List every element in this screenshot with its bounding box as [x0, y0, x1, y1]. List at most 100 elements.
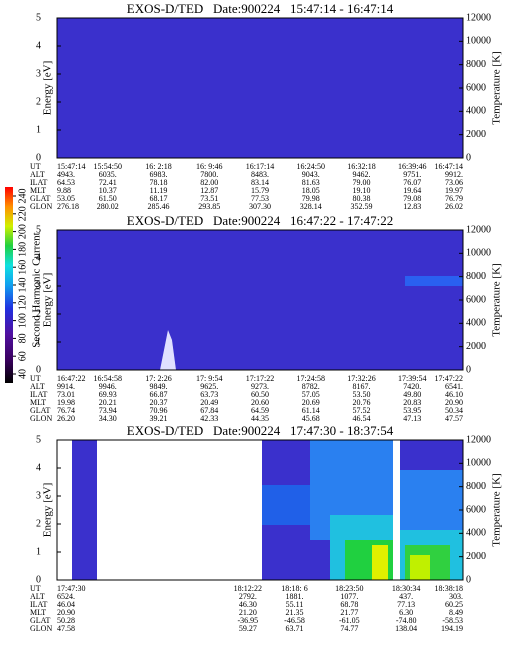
table-cell: 70.96: [150, 406, 168, 415]
row-label: GLAT: [30, 194, 51, 203]
table-cell: 76.74: [57, 406, 75, 415]
table-cell: 53.50: [353, 390, 371, 399]
table-cell: 1077.: [340, 592, 358, 601]
table-cell: 80.38: [353, 194, 371, 203]
table-cell: 20.69: [302, 398, 320, 407]
table-cell: 39.21: [150, 414, 168, 423]
table-cell: -61.05: [339, 616, 360, 625]
table-cell: 11.19: [150, 186, 168, 195]
chart-title: EXOS-D/TED Date:900224 16:47:22 - 17:47:…: [127, 213, 393, 228]
table-cell: 15:47:14: [57, 162, 85, 171]
table-cell: 72.41: [99, 178, 117, 187]
table-cell: 16: 2:18: [145, 162, 171, 171]
table-cell: 307.30: [249, 202, 271, 211]
table-cell: 16:47:22: [57, 374, 85, 383]
table-cell: 67.84: [200, 406, 218, 415]
colorbar-tick-label: 220: [17, 206, 28, 221]
table-cell: 9043.: [302, 170, 320, 179]
table-cell: 12.83: [403, 202, 421, 211]
table-cell: 9914.: [57, 382, 75, 391]
y-tick-label: 5: [36, 224, 41, 235]
table-cell: 55.11: [286, 600, 304, 609]
table-cell: 328.14: [300, 202, 322, 211]
table-cell: 285.46: [148, 202, 170, 211]
colorbar-tick-label: 100: [17, 313, 28, 328]
table-cell: 46.10: [445, 390, 463, 399]
table-cell: 20.83: [403, 398, 421, 407]
row-label: UT: [30, 374, 41, 383]
table-cell: 46.54: [353, 414, 371, 423]
table-cell: 276.18: [57, 202, 79, 211]
y2-axis-label: Temperature [K]: [491, 263, 503, 336]
table-cell: 20.60: [251, 398, 269, 407]
colorbar-tick-label: 140: [17, 278, 28, 293]
row-label: GLAT: [30, 406, 51, 415]
table-cell: 19.10: [353, 186, 371, 195]
table-cell: 60.50: [251, 390, 269, 399]
y-tick-label: 2: [36, 96, 41, 107]
y2-tick-label: 12000: [466, 434, 491, 445]
colorbar-label: Second Harmonic Current: [31, 232, 43, 347]
y2-tick-label: 12000: [466, 12, 491, 23]
table-cell: 16:39:46: [398, 162, 426, 171]
table-cell: 74.77: [340, 624, 358, 633]
table-cell: 50.34: [445, 406, 463, 415]
table-cell: 6524.: [57, 592, 75, 601]
table-cell: 20.37: [150, 398, 168, 407]
table-cell: 9462.: [353, 170, 371, 179]
table-cell: 9.88: [57, 186, 71, 195]
table-cell: 8.49: [449, 608, 463, 617]
row-label: ALT: [30, 170, 45, 179]
y2-tick-label: 6000: [466, 504, 486, 515]
table-cell: 18:38:18: [435, 584, 463, 593]
table-cell: 20.49: [200, 398, 218, 407]
colorbar-tick-label: 80: [17, 333, 28, 343]
table-cell: 303.: [449, 592, 463, 601]
spectrogram-patch: [160, 330, 176, 370]
y2-tick-label: 4000: [466, 318, 486, 329]
table-cell: 17:17:22: [246, 374, 274, 383]
colorbar-tick-label: 200: [17, 224, 28, 239]
colorbar-tick-label: 120: [17, 295, 28, 310]
table-cell: 64.59: [251, 406, 269, 415]
table-cell: 17:24:58: [297, 374, 325, 383]
row-label: UT: [30, 584, 41, 593]
y-axis-label: Energy [eV]: [42, 483, 54, 537]
table-cell: 63.73: [200, 390, 218, 399]
row-label: ALT: [30, 592, 45, 601]
table-cell: 6541.: [445, 382, 463, 391]
y2-axis-label: Temperature [K]: [491, 51, 503, 124]
y-tick-label: 5: [36, 434, 41, 445]
y-tick-label: 3: [36, 490, 41, 501]
table-cell: 79.98: [302, 194, 320, 203]
chart-title: EXOS-D/TED Date:900224 17:47:30 - 18:37:…: [127, 423, 394, 438]
table-cell: 293.85: [198, 202, 220, 211]
table-cell: 49.80: [403, 390, 421, 399]
row-label: MLT: [30, 186, 46, 195]
y2-tick-label: 2000: [466, 341, 486, 352]
y2-tick-label: 12000: [466, 224, 491, 235]
table-cell: 9946.: [99, 382, 117, 391]
table-cell: 69.93: [99, 390, 117, 399]
spectrogram-patch: [405, 276, 463, 286]
table-cell: 20.90: [57, 608, 75, 617]
spectrogram: [57, 230, 463, 370]
table-cell: 16: 9:46: [196, 162, 222, 171]
colorbar-tick-label: 60: [17, 351, 28, 361]
table-cell: 76.07: [403, 178, 421, 187]
y2-tick-label: 4000: [466, 106, 486, 117]
table-cell: 18:23:50: [335, 584, 363, 593]
table-cell: 79.00: [353, 178, 371, 187]
table-cell: -36.95: [237, 616, 258, 625]
table-cell: 194.19: [441, 624, 463, 633]
table-cell: 68.17: [150, 194, 168, 203]
table-cell: 50.28: [57, 616, 75, 625]
table-cell: 61.14: [302, 406, 320, 415]
table-cell: 17:32:26: [347, 374, 375, 383]
table-cell: 47.57: [445, 414, 463, 423]
table-cell: 15:54:50: [94, 162, 122, 171]
y2-tick-label: 0: [466, 574, 471, 585]
table-cell: 81.63: [302, 178, 320, 187]
table-cell: 12.87: [200, 186, 218, 195]
y2-tick-label: 2000: [466, 551, 486, 562]
